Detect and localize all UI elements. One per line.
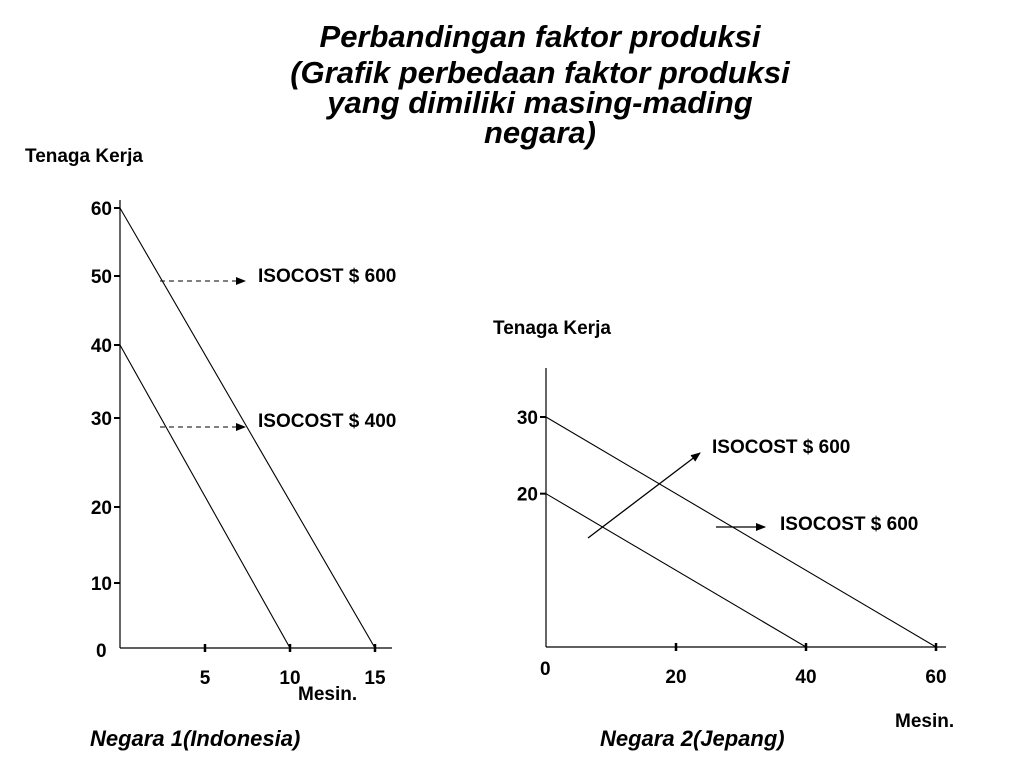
y-axis-label: Tenaga Kerja — [493, 318, 611, 339]
isocost-line — [545, 493, 807, 648]
isocost-annotation: ISOCOST $ 600 — [258, 266, 396, 287]
origin-label: 0 — [96, 641, 107, 662]
title-block: Perbandingan faktor produksi (Grafik per… — [230, 19, 850, 150]
annotation-arrow — [587, 452, 701, 539]
y-tick-label: 30 — [517, 408, 538, 429]
y-tick-label: 20 — [517, 485, 538, 506]
y-tick-label: 20 — [91, 498, 112, 519]
x-tick-label: 60 — [925, 667, 946, 688]
isocost-annotation: ISOCOST $ 600 — [780, 514, 918, 535]
isocost-line — [119, 344, 291, 649]
y-axis-label: Tenaga Kerja — [25, 146, 143, 167]
isocost-line — [545, 416, 937, 648]
y-tick-label: 30 — [91, 409, 112, 430]
x-tick-label: 15 — [364, 668, 386, 689]
isocost-annotation: ISOCOST $ 600 — [712, 437, 850, 458]
chart-caption: Negara 2(Jepang) — [600, 726, 785, 751]
y-tick-label: 60 — [91, 199, 112, 220]
x-tick-label: 5 — [200, 668, 211, 689]
x-axis-label: Mesin. — [895, 711, 954, 732]
y-tick-label: 40 — [91, 336, 112, 357]
x-tick-label: 10 — [279, 668, 300, 689]
chart-caption: Negara 1(Indonesia) — [90, 726, 300, 751]
x-tick-label: 40 — [795, 667, 816, 688]
chart-jepang: Tenaga Kerja Mesin. 0 20 30 20 40 60 ISOCOST $ 6… — [493, 318, 954, 751]
y-tick-label: 10 — [91, 574, 112, 595]
isocost-annotation: ISOCOST $ 400 — [258, 411, 396, 432]
chart-title: Perbandingan faktor produksi — [319, 19, 761, 54]
chart-indonesia: Tenaga Kerja Mesin. 0 10 20 30 40 50 60 5 10 15 ISOC… — [25, 146, 396, 751]
chart-subtitle: (Grafik perbedaan faktor produksi yang d… — [290, 55, 790, 150]
y-tick-label: 50 — [91, 267, 112, 288]
x-axis-label: Mesin. — [298, 684, 357, 705]
x-tick-label: 20 — [665, 667, 686, 688]
origin-label: 0 — [540, 659, 551, 680]
